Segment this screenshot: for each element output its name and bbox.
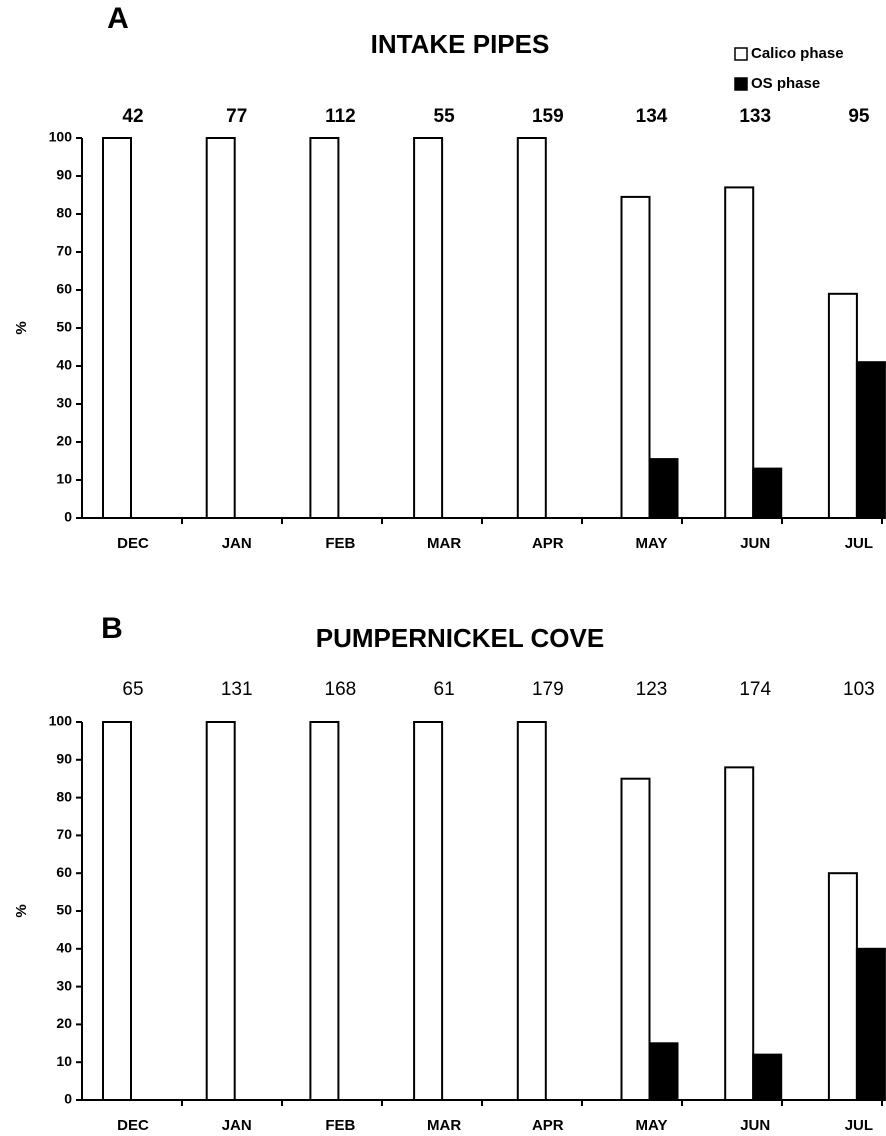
bar	[102, 721, 132, 1101]
count-label: 133	[739, 106, 771, 127]
bar	[205, 137, 236, 519]
x-tick-label: JUL	[845, 535, 873, 552]
bar	[413, 137, 444, 519]
bar	[102, 137, 132, 519]
count-label: 103	[843, 679, 875, 700]
x-tick-label: JUL	[845, 1117, 873, 1134]
count-label: 123	[636, 679, 668, 700]
y-tick-label: 50	[56, 319, 72, 335]
y-tick-label: 40	[56, 940, 72, 956]
y-tick-label: 90	[56, 167, 72, 183]
x-tick-label: MAR	[427, 535, 461, 552]
x-tick-label: APR	[532, 535, 564, 552]
y-tick-label: 70	[56, 826, 72, 842]
bar	[309, 721, 340, 1101]
bar	[620, 195, 651, 519]
count-label: 174	[739, 679, 771, 700]
y-tick-label: 10	[56, 1053, 72, 1069]
x-tick-label: MAR	[427, 1117, 461, 1134]
legend-label: OS phase	[751, 75, 820, 92]
legend-label: Calico phase	[751, 45, 844, 62]
count-label: 95	[848, 106, 870, 127]
legend-swatch	[734, 77, 748, 91]
y-tick-label: 70	[56, 243, 72, 259]
x-tick-label: JUN	[740, 535, 770, 552]
x-tick-label: DEC	[117, 1117, 149, 1134]
bar	[752, 1053, 783, 1102]
y-tick-label: 40	[56, 357, 72, 373]
y-tick-label: 30	[56, 977, 72, 993]
bar	[516, 721, 547, 1101]
x-tick-label: DEC	[117, 535, 149, 552]
x-tick-label: JAN	[222, 535, 252, 552]
y-tick-label: 50	[56, 902, 72, 918]
y-tick-label: 20	[56, 1015, 72, 1031]
x-tick-label: JUN	[740, 1117, 770, 1134]
bar	[724, 766, 755, 1101]
x-tick-label: JAN	[222, 1117, 252, 1134]
bar	[648, 1042, 679, 1102]
y-tick-label: 80	[56, 205, 72, 221]
count-label: 112	[325, 106, 356, 127]
y-tick-label: 90	[56, 751, 72, 767]
bar	[648, 458, 679, 520]
bar	[205, 721, 236, 1101]
count-label: 159	[532, 106, 564, 127]
y-tick-label: 60	[56, 281, 72, 297]
bar	[827, 872, 858, 1102]
x-tick-label: FEB	[325, 1117, 355, 1134]
x-tick-label: FEB	[325, 535, 355, 552]
count-label: 168	[325, 679, 357, 700]
bar	[309, 137, 340, 519]
y-tick-label: 60	[56, 864, 72, 880]
count-label: 61	[434, 679, 455, 700]
count-label: 179	[532, 679, 564, 700]
bar	[827, 292, 858, 519]
y-tick-label: 20	[56, 433, 72, 449]
count-label: 55	[434, 106, 456, 127]
y-tick-label: 30	[56, 395, 72, 411]
panel-letter: A	[107, 2, 129, 35]
y-tick-label: 100	[49, 713, 73, 729]
bar	[620, 777, 651, 1101]
bar	[516, 137, 547, 519]
bar	[855, 361, 886, 520]
y-tick-label: 10	[56, 471, 72, 487]
chart-title: PUMPERNICKEL COVE	[316, 623, 604, 653]
y-tick-label: 100	[49, 129, 73, 145]
bar	[855, 947, 886, 1101]
count-label: 134	[636, 106, 668, 127]
y-tick-label: 0	[64, 1091, 72, 1107]
bar	[413, 721, 444, 1101]
chart-title: INTAKE PIPES	[371, 29, 550, 59]
x-tick-label: MAY	[636, 1117, 668, 1134]
panel-letter: B	[101, 612, 123, 645]
count-label: 77	[226, 106, 247, 127]
y-axis-label: %	[13, 321, 30, 334]
bar	[752, 467, 783, 520]
count-label: 131	[221, 679, 253, 700]
y-tick-label: 0	[64, 509, 72, 525]
x-tick-label: APR	[532, 1117, 564, 1134]
bar	[724, 186, 755, 519]
y-axis-label: %	[13, 904, 30, 917]
count-label: 65	[122, 679, 143, 700]
y-tick-label: 80	[56, 788, 72, 804]
count-label: 42	[122, 106, 143, 127]
x-tick-label: MAY	[636, 535, 668, 552]
legend-swatch	[734, 47, 748, 61]
